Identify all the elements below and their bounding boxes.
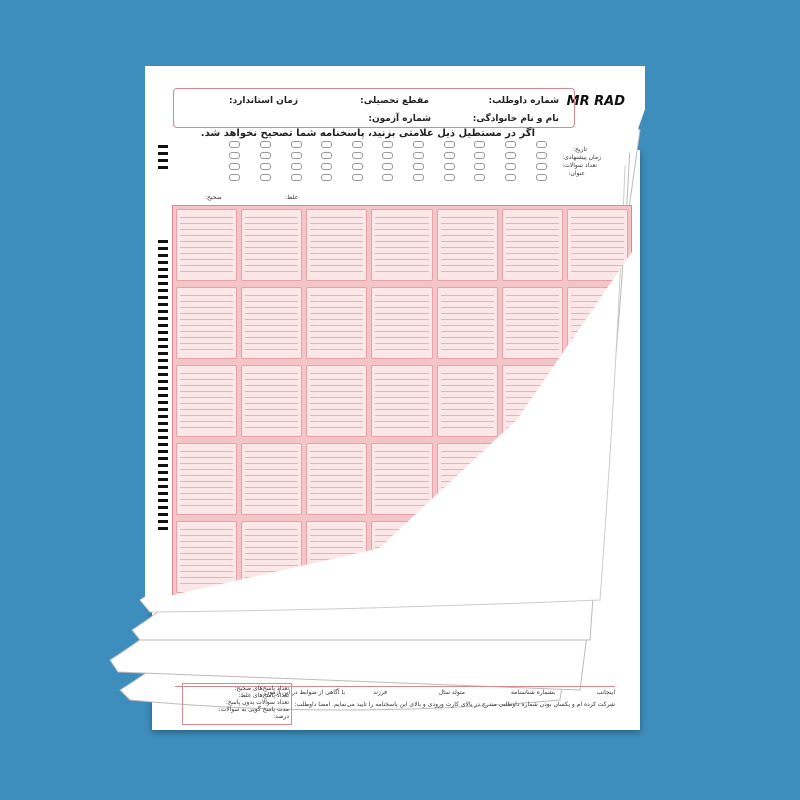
standard-time-label: زمان استاندارد: (229, 96, 298, 106)
field-1: اینجانب (596, 689, 615, 696)
field-3: متولد سال (438, 689, 465, 696)
statement: شرکت کرده ام و یکسان بودن شماره داوطلبی … (294, 701, 615, 708)
correct-legend: صحیح: (205, 194, 222, 201)
timing-marks-side (158, 240, 168, 534)
count-label: تعداد سوالات: (562, 162, 597, 169)
title-label: عنوان: (568, 170, 585, 177)
logo: MR RAD (566, 94, 625, 109)
date-label: تاریخ: (573, 146, 587, 153)
candidate-number-label: شماره داوطلب: (488, 96, 559, 106)
stat-correct: تعداد پاسخ‌های صحیح: (234, 685, 289, 692)
education-level-label: مقطع تحصیلی: (360, 96, 429, 106)
timing-marks-top (158, 145, 168, 173)
field-4: فرزند (373, 689, 387, 696)
field-5: با آگاهی از ضوابط در این آزمون (264, 689, 345, 696)
duration-label: زمان پیشنهادی: (562, 154, 601, 161)
exam-number-label: شماره آزمون: (368, 114, 431, 124)
stat-wrong: تعداد پاسخ‌های غلط: (238, 692, 289, 699)
warning-text: اگر در مستطیل ذیل علامتی بزنید، پاسخنامه… (200, 128, 535, 139)
wrong-legend: غلط: (285, 194, 298, 201)
field-2: بشماره شناسنامه (510, 689, 555, 696)
header-box (173, 88, 575, 128)
full-name-label: نام و نام خانوادگی: (472, 114, 559, 124)
stat-blank: تعداد سوالات بدون پاسخ: (225, 699, 289, 706)
code-bubble-grid (220, 140, 556, 182)
stat-time: مدت پاسخ گویی به سوالات: (218, 706, 289, 713)
bottom-declaration: اینجانب بشماره شناسنامه متولد سال فرزند … (175, 686, 615, 727)
stats-box: تعداد پاسخ‌های صحیح: تعداد پاسخ‌های غلط:… (182, 683, 292, 725)
stat-percent: درصد: (273, 713, 289, 720)
